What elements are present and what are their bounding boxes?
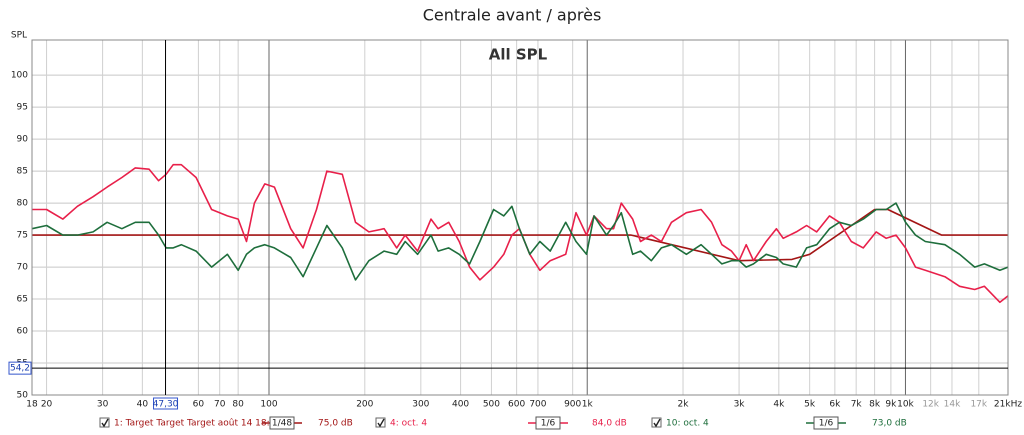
legend-check (653, 418, 661, 428)
legend-smoothing-box (535, 416, 561, 430)
x-tick-label: 5k (804, 400, 816, 410)
chart-title: Centrale avant / après (423, 6, 602, 25)
y-tick-label: 70 (17, 263, 29, 273)
x-tick-label: 20 (41, 400, 53, 410)
x-tick-label: 6k (829, 400, 841, 410)
x-tick-label: 1k (582, 400, 594, 410)
cursor-x-label: 47,30 (153, 400, 179, 410)
chart-subtitle: All SPL (489, 46, 548, 64)
x-tick-label: 21kHz (994, 400, 1022, 410)
x-tick-label: 3k (734, 400, 746, 410)
legend-label: 1: Target Target Target août 14 18: (114, 419, 270, 429)
x-tick-label: 700 (529, 400, 546, 410)
legend-label: 10: oct. 4 (666, 419, 709, 429)
legend-offset: 84,0 dB (592, 419, 627, 429)
x-tick-label: 17k (970, 400, 987, 410)
x-tick-label: 900 (564, 400, 581, 410)
x-tick-label: 10k (897, 400, 914, 410)
legend-check (377, 418, 385, 428)
x-tick-label: 400 (452, 400, 469, 410)
cursor-y-box (8, 361, 32, 375)
y-axis-label: SPL (11, 31, 27, 41)
legend-check (101, 418, 109, 428)
x-tick-label: 4k (773, 400, 785, 410)
y-tick-label: 95 (17, 103, 28, 113)
x-tick-label: 14k (944, 400, 961, 410)
plot-frame (31, 39, 1009, 396)
y-tick-label: 80 (17, 199, 29, 209)
y-tick-label: 100 (11, 71, 28, 81)
x-tick-label: 300 (412, 400, 429, 410)
x-tick-label: 12k (922, 400, 939, 410)
y-tick-label: 65 (17, 295, 28, 305)
legend-smoothing-box (813, 416, 839, 430)
legend-smoothing: 1/6 (819, 419, 834, 429)
legend-checkbox[interactable] (99, 417, 110, 428)
series-line (32, 163, 1009, 304)
x-tick-label: 8k (869, 400, 881, 410)
y-tick-label: 90 (17, 135, 29, 145)
y-tick-label: 50 (17, 391, 29, 401)
legend-smoothing: 1/6 (541, 419, 556, 429)
x-tick-label: 200 (356, 400, 373, 410)
x-tick-label: 7k (851, 400, 863, 410)
legend: 1: Target Target Target août 14 18: 1/48 7… (99, 416, 907, 430)
y-tick-label: 75 (17, 231, 28, 241)
x-tick-label: 2k (678, 400, 690, 410)
legend-offset: 75,0 dB (318, 419, 353, 429)
cursor-y-label: 54,2 (10, 364, 30, 374)
plot-lines (31, 163, 1009, 304)
legend-checkbox[interactable] (375, 417, 386, 428)
x-tick-label: 600 (508, 400, 525, 410)
y-tick-label: 85 (17, 167, 28, 177)
y-tick-label: 60 (17, 327, 29, 337)
x-tick-label: 70 (214, 400, 226, 410)
legend-label: 4: oct. 4 (390, 419, 427, 429)
legend-offset: 73,0 dB (872, 419, 907, 429)
series-line (32, 208, 1008, 262)
x-tick-label: 60 (193, 400, 205, 410)
x-tick-label: 40 (137, 400, 149, 410)
legend-smoothing-box (269, 416, 295, 430)
x-tick-label: 9k (885, 400, 897, 410)
x-tick-label: 18 (26, 400, 38, 410)
x-tick-label: 80 (232, 400, 244, 410)
series-line (31, 202, 1009, 281)
legend-smoothing: 1/48 (272, 419, 292, 429)
x-tick-label: 100 (260, 400, 277, 410)
legend-checkbox[interactable] (651, 417, 662, 428)
cursor-x-box (153, 397, 179, 410)
x-tick-label: 30 (97, 400, 109, 410)
x-tick-label: 500 (483, 400, 500, 410)
